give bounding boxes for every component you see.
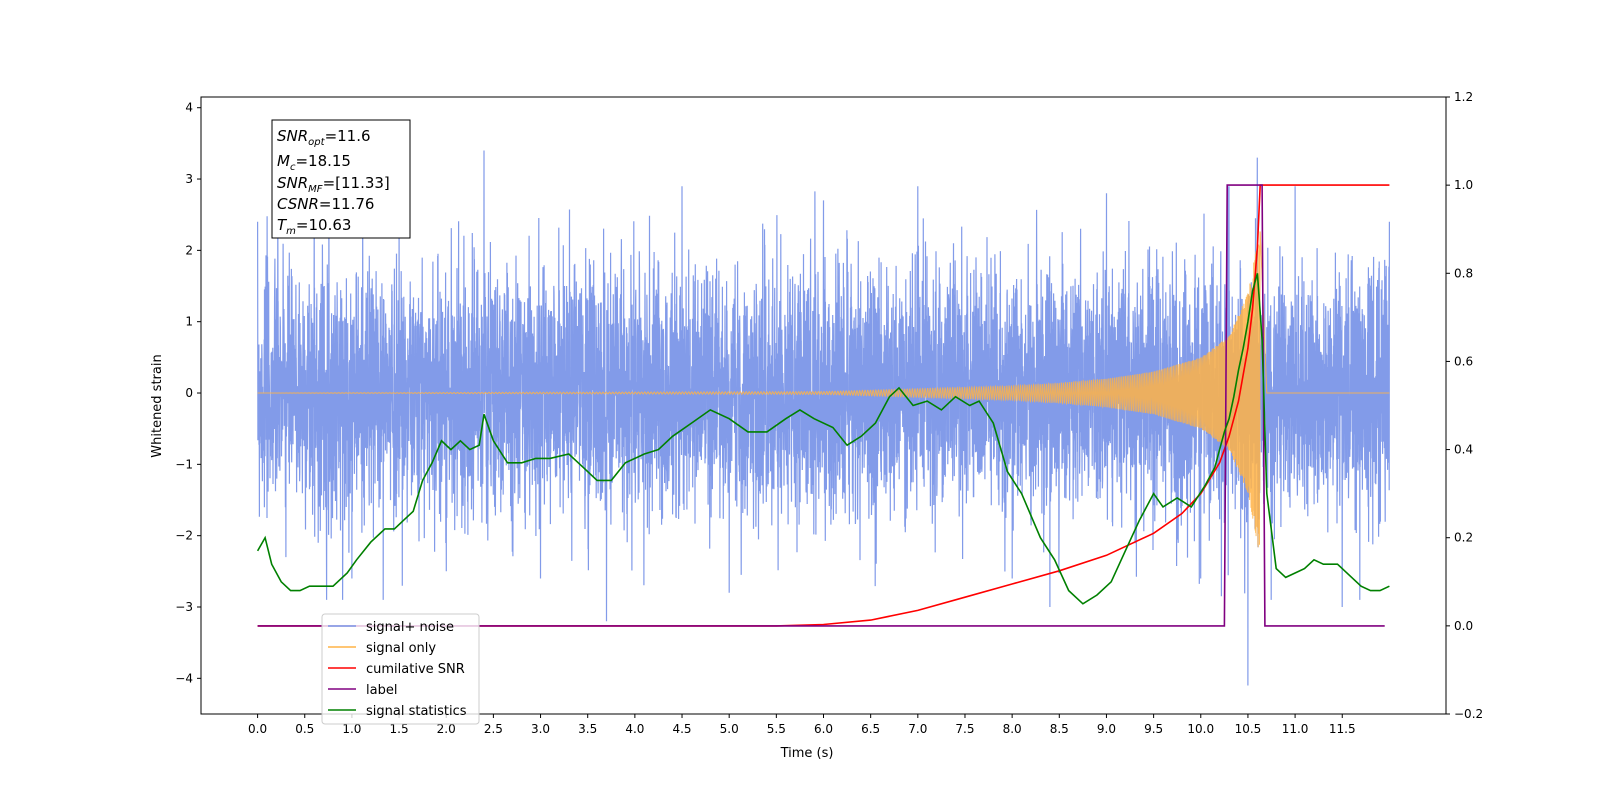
legend-label-signal-statistics: signal statistics <box>366 704 467 719</box>
y-tick-label: −2 <box>175 529 193 543</box>
series-label-line <box>257 184 1385 627</box>
x-tick-label: 1.5 <box>390 722 409 736</box>
annotation-box <box>271 119 411 239</box>
x-tick-label: 5.0 <box>720 722 739 736</box>
mc-label: Mc=18.15 <box>277 152 351 173</box>
x-tick-label: 3.0 <box>531 722 550 736</box>
legend-item-signal-only: signal only <box>328 641 436 656</box>
legend-item-signal-statistics: signal statistics <box>328 704 467 719</box>
snr-opt-label: SNRopt=11.6 <box>277 127 371 148</box>
x-tick-label: 7.0 <box>908 722 927 736</box>
x-tick-label: 7.5 <box>955 722 974 736</box>
legend-label-label: label <box>366 683 397 698</box>
y-tick-label: 3 <box>185 172 193 186</box>
legend-item-cumulative-snr: cumilative SNR <box>328 662 465 677</box>
x-tick-label: 9.5 <box>1144 722 1163 736</box>
y2-tick-label: 0.2 <box>1454 531 1473 545</box>
x-tick-label: 11.5 <box>1329 722 1356 736</box>
legend-item-label: label <box>328 683 397 698</box>
tm-label: Tm=10.63 <box>277 216 351 237</box>
x-tick-label: 10.0 <box>1187 722 1214 736</box>
series-signal-noise-line <box>257 150 1390 686</box>
x-tick-label: 1.0 <box>342 722 361 736</box>
y2-tick-label: 0.4 <box>1454 443 1473 457</box>
x-tick-label: 3.5 <box>578 722 597 736</box>
x-tick-label: 9.0 <box>1097 722 1116 736</box>
x-tick-label: 8.0 <box>1003 722 1022 736</box>
y2-tick-label: 0.8 <box>1454 266 1473 280</box>
legend: signal+ noise signal only cumilative SNR… <box>321 613 480 725</box>
y-tick-label: −1 <box>175 457 193 471</box>
snr-mf-label: SNRMF=[11.33] <box>277 174 390 195</box>
x-tick-label: 6.0 <box>814 722 833 736</box>
x-tick-label: 0.5 <box>295 722 314 736</box>
x-tick-label: 6.5 <box>861 722 880 736</box>
x-tick-label: 4.0 <box>625 722 644 736</box>
x-tick-label: 4.5 <box>672 722 691 736</box>
x-tick-label: 10.5 <box>1235 722 1262 736</box>
y-tick-label: −3 <box>175 600 193 614</box>
plot-area <box>256 150 1390 686</box>
y-tick-label: −4 <box>175 671 193 685</box>
y2-tick-label: 0.6 <box>1454 354 1473 368</box>
csnr-label: CSNR=11.76 <box>277 195 374 213</box>
x-tick-label: 2.5 <box>484 722 503 736</box>
y2-tick-label: −0.2 <box>1454 707 1483 721</box>
x-tick-label: 2.0 <box>437 722 456 736</box>
x-tick-label: 5.5 <box>767 722 786 736</box>
x-tick-label: 11.0 <box>1282 722 1309 736</box>
y2-tick-label: 1.2 <box>1454 90 1473 104</box>
legend-label-signal-only: signal only <box>366 641 436 656</box>
y-tick-label: 4 <box>185 101 193 115</box>
legend-item-signal-noise: signal+ noise <box>328 620 454 635</box>
legend-box <box>321 613 480 725</box>
x-axis-label: Time (s) <box>780 746 834 761</box>
series-cumulative-snr-line <box>257 184 1390 627</box>
y2-tick-label: 1.0 <box>1454 178 1473 192</box>
x-tick-label: 0.0 <box>248 722 267 736</box>
y-tick-label: 0 <box>185 386 193 400</box>
series-signal-statistics-line <box>256 273 1390 605</box>
legend-label-cumulative-snr: cumilative SNR <box>366 662 465 677</box>
y-tick-label: 1 <box>185 315 193 329</box>
x-tick-label: 8.5 <box>1050 722 1069 736</box>
y2-tick-label: 0.0 <box>1454 619 1473 633</box>
legend-label-signal-noise: signal+ noise <box>366 620 454 635</box>
y-tick-label: 2 <box>185 243 193 257</box>
y-axis-label: Whitened strain <box>150 354 165 457</box>
series-signal-only-line <box>257 231 1390 548</box>
metrics-annotation: SNRopt=11.6 Mc=18.15 SNRMF=[11.33] CSNR=… <box>271 119 411 239</box>
